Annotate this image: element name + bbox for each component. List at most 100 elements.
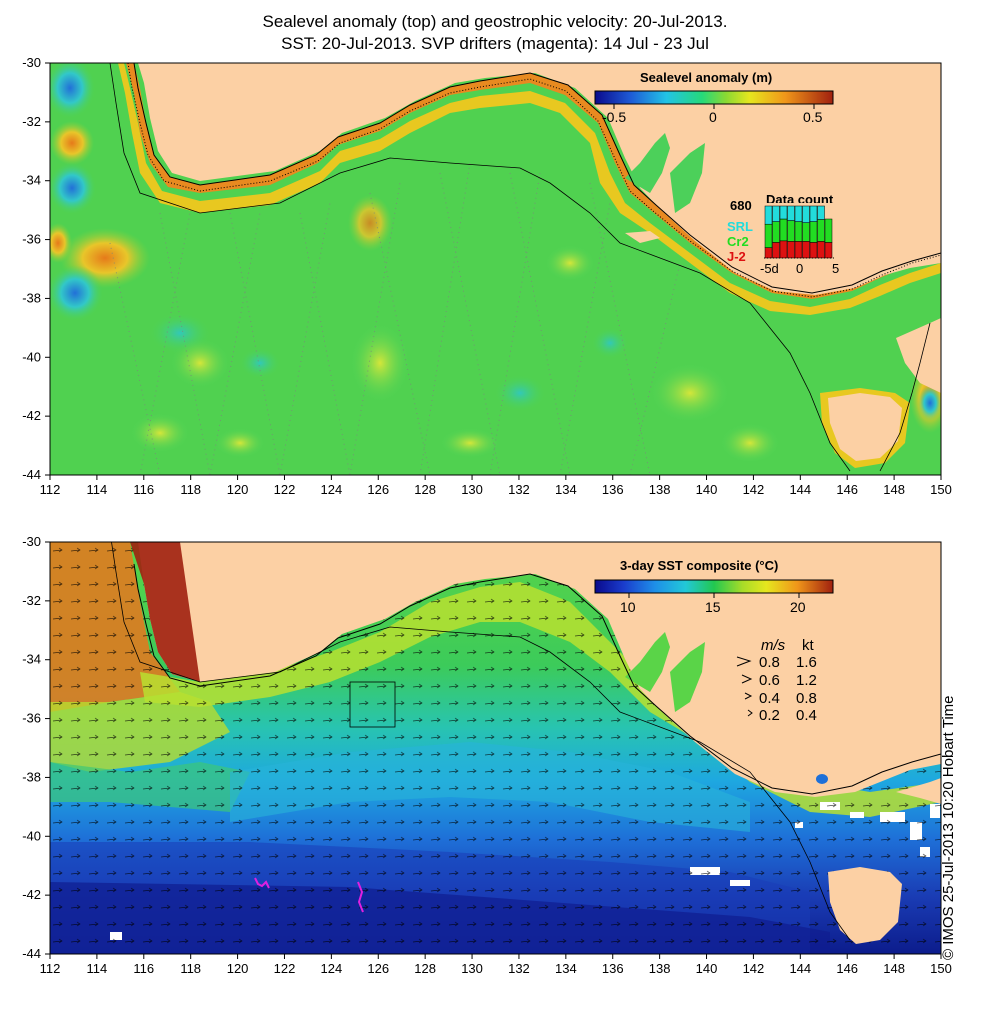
inset-bar-j2	[772, 242, 780, 259]
top-lon-tick-label: 126	[367, 482, 389, 497]
sst-map-canvas: 3-day SST composite (°C) 10 15 20 m/s kt…	[50, 542, 941, 954]
inset-bar-srl	[764, 205, 773, 225]
bottom-lon-tick-label: 118	[180, 961, 201, 976]
speed-row-2-kt: 1.2	[796, 672, 817, 689]
bottom-lon-tick-label: 126	[367, 961, 389, 976]
inset-xtick-zero: 0	[796, 261, 803, 276]
sst-tick-15: 15	[705, 599, 721, 615]
top-lon-tick-label: 116	[133, 482, 154, 497]
sealevel-anomaly-map[interactable]: Sealevel anomaly (m) -0.5 0 0.5 680 Data…	[50, 63, 941, 475]
top-lon-tick-label: 122	[274, 482, 296, 497]
top-lat-tick-label: -42	[22, 408, 41, 423]
bottom-lon-tick-label: 128	[414, 961, 436, 976]
inset-bar-cr2	[809, 221, 818, 243]
inset-bar-srl	[809, 205, 818, 222]
top-lon-tick-label: 124	[321, 482, 343, 497]
top-lat-tick-label: -34	[22, 173, 41, 188]
top-lon-tick-label: 144	[789, 482, 811, 497]
bottom-lon-tick-label: 134	[555, 961, 577, 976]
top-lat-tick-label: -40	[22, 349, 41, 364]
bottom-lon-tick-label: 120	[227, 961, 249, 976]
inset-bar-j2	[794, 241, 803, 259]
bottom-lat-tick-label: -40	[22, 828, 41, 843]
inset-bar-cr2	[787, 220, 795, 242]
top-lon-tick-label: 136	[602, 482, 624, 497]
inset-bar-srl	[779, 205, 788, 220]
bottom-lon-tick-label: 116	[133, 961, 154, 976]
top-lon-tick-label: 146	[836, 482, 858, 497]
inset-bar-cr2	[772, 221, 780, 243]
top-lat-tick-label: -36	[22, 232, 41, 247]
speed-row-4-kt: 0.4	[796, 707, 817, 724]
top-lat-tick-label: -38	[22, 290, 41, 305]
copyright-notice: © IMOS 25-Jul-2013 10:20 Hobart Time	[940, 695, 960, 980]
inset-bar-cr2	[824, 218, 833, 243]
copyright-text: © IMOS 25-Jul-2013 10:20 Hobart Time	[940, 695, 957, 960]
bottom-lat-tick-label: -38	[22, 769, 41, 784]
top-lon-tick-label: 132	[508, 482, 530, 497]
sst-tick-10: 10	[620, 599, 636, 615]
bottom-lat-tick-label: -34	[22, 652, 41, 667]
speed-row-2-ms: 0.6	[759, 672, 780, 689]
legend-srl: SRL	[727, 219, 753, 234]
inset-bar-j2	[809, 242, 818, 259]
inset-bar-j2	[802, 241, 810, 259]
inset-bar-srl	[794, 205, 803, 222]
inset-bar-srl	[817, 205, 825, 220]
top-lon-tick-label: 148	[883, 482, 905, 497]
bottom-lon-tick-label: 138	[649, 961, 671, 976]
bottom-lon-tick-label: 112	[40, 961, 61, 976]
bottom-lon-tick-label: 122	[274, 961, 296, 976]
figure-title-line-1: Sealevel anomaly (top) and geostrophic v…	[262, 12, 728, 31]
top-lon-tick-label: 112	[40, 482, 61, 497]
sst-map[interactable]: 3-day SST composite (°C) 10 15 20 m/s kt…	[50, 542, 941, 954]
bottom-lat-tick-label: -32	[22, 593, 41, 608]
top-lon-tick-label: 138	[649, 482, 671, 497]
bottom-lon-tick-label: 140	[696, 961, 718, 976]
figure-title-line-2: SST: 20-Jul-2013. SVP drifters (magenta)…	[281, 34, 709, 53]
sst-colorbar-title: 3-day SST composite (°C)	[620, 558, 778, 573]
inset-bar-cr2	[802, 222, 810, 242]
inset-xtick-neg: -5d	[760, 261, 779, 276]
inset-bar-cr2	[817, 219, 825, 242]
sst-tick-20: 20	[790, 599, 806, 615]
top-lon-tick-label: 114	[87, 482, 108, 497]
inset-bar-srl	[802, 205, 810, 223]
inset-bar-cr2	[794, 221, 803, 242]
speed-key-kt-header: kt	[802, 637, 815, 654]
top-lat-tick-label: -30	[22, 55, 41, 70]
bottom-lon-tick-label: 136	[602, 961, 624, 976]
bottom-lat-tick-label: -36	[22, 711, 41, 726]
inset-bar-j2	[764, 247, 773, 259]
speed-row-3-ms: 0.4	[759, 690, 780, 707]
bottom-lat-tick-label: -30	[22, 534, 41, 549]
inset-bar-j2	[779, 240, 788, 259]
bottom-lon-tick-label: 114	[87, 961, 108, 976]
bottom-lat-tick-label: -44	[22, 946, 41, 961]
speed-row-3-kt: 0.8	[796, 690, 817, 707]
bottom-lon-tick-label: 144	[789, 961, 811, 976]
top-lon-tick-label: 128	[414, 482, 436, 497]
top-lon-tick-label: 120	[227, 482, 249, 497]
speed-row-4-ms: 0.2	[759, 707, 780, 724]
bottom-lat-tick-label: -42	[22, 887, 41, 902]
data-count-bars	[764, 205, 833, 259]
inset-bar-srl	[787, 205, 795, 221]
speed-key-ms-header: m/s	[761, 637, 786, 654]
top-lat-tick-label: -44	[22, 467, 41, 482]
top-lon-tick-label: 150	[930, 482, 952, 497]
speed-row-1-ms: 0.8	[759, 654, 780, 671]
top-lat-tick-label: -32	[22, 114, 41, 129]
top-lon-tick-label: 130	[461, 482, 483, 497]
sla-tick-zero: 0	[709, 109, 717, 125]
legend-j2: J-2	[727, 249, 746, 264]
sealevel-map-canvas: Sealevel anomaly (m) -0.5 0 0.5 680 Data…	[50, 63, 941, 475]
top-lon-tick-label: 142	[743, 482, 765, 497]
inset-xtick-pos: 5	[832, 261, 839, 276]
bottom-lon-tick-label: 142	[743, 961, 765, 976]
inset-bar-j2	[817, 241, 825, 259]
inset-bar-j2	[787, 241, 795, 259]
top-lon-tick-label: 134	[555, 482, 577, 497]
bottom-lon-tick-label: 132	[508, 961, 530, 976]
inset-bar-srl	[772, 205, 780, 222]
